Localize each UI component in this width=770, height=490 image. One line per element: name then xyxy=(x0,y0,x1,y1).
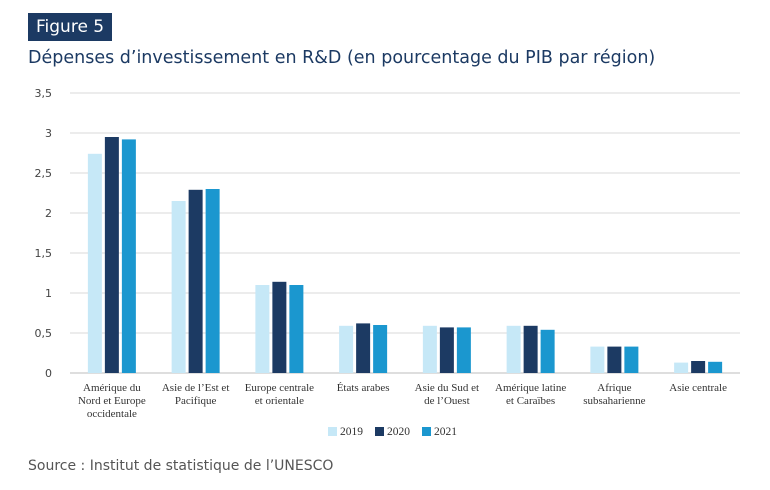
x-category-label-line: États arabes xyxy=(337,382,390,394)
bar xyxy=(506,325,521,373)
bar xyxy=(272,281,287,373)
y-tick-label: 2 xyxy=(45,207,52,220)
legend-swatch xyxy=(328,427,337,436)
bar xyxy=(590,346,605,373)
x-category-label-line: Asie du Sud et xyxy=(415,382,479,394)
x-category-label: Europe centrale et orientale xyxy=(245,382,314,407)
legend-swatch xyxy=(422,427,431,436)
bar xyxy=(339,325,354,373)
bar xyxy=(456,327,471,373)
figure-label: Figure 5 xyxy=(28,13,113,41)
bar xyxy=(624,346,639,373)
bar xyxy=(691,361,706,373)
bar xyxy=(121,139,136,373)
x-category-label: Amérique du Nord et Europe occidentale xyxy=(78,382,146,420)
legend-label: 2021 xyxy=(434,426,457,438)
x-category-label-line: Nord et Europe xyxy=(78,395,146,407)
bar xyxy=(289,285,304,373)
x-category-label-line: Amérique latine xyxy=(495,382,566,394)
bar xyxy=(171,201,186,373)
y-tick-label: 1,5 xyxy=(35,247,53,260)
x-category-label: Asie de l’Est et Pacifique xyxy=(162,382,230,407)
y-tick-label: 3 xyxy=(45,127,52,140)
y-tick-label: 2,5 xyxy=(35,167,53,180)
x-category-label-line: Amérique du xyxy=(83,382,141,394)
bar xyxy=(104,137,119,373)
bar xyxy=(356,323,371,373)
chart-title: Dépenses d’investissement en R&D (en pou… xyxy=(28,48,656,68)
bar xyxy=(607,346,622,373)
legend-label: 2019 xyxy=(340,426,363,438)
bar xyxy=(255,285,270,373)
bar xyxy=(188,189,203,373)
bar-chart: 0 0,5 1 1,5 2 2,5 3 3,5 Amérique du Nord et Europ… xyxy=(35,87,740,438)
bar xyxy=(87,153,102,373)
bar xyxy=(540,329,555,373)
x-category-label-line: de l’Ouest xyxy=(424,395,470,407)
y-tick-label: 1 xyxy=(45,287,52,300)
x-category-label: Amérique latine et Caraïbes xyxy=(495,382,566,407)
y-tick-label: 0,5 xyxy=(35,327,53,340)
x-category-label: États arabes xyxy=(337,382,390,394)
x-category-label-line: Asie de l’Est et xyxy=(162,382,230,394)
x-category-label-line: Pacifique xyxy=(175,395,217,407)
bar xyxy=(523,325,538,373)
legend-label: 2020 xyxy=(387,426,410,438)
x-category-label-line: et orientale xyxy=(255,395,304,407)
x-category-label-line: Afrique xyxy=(597,382,631,394)
bar xyxy=(205,189,220,373)
bar xyxy=(708,361,723,373)
x-category-label: Asie du Sud et de l’Ouest xyxy=(415,382,479,407)
y-tick-label: 0 xyxy=(45,367,52,380)
bar xyxy=(439,327,454,373)
x-category-label-line: et Caraïbes xyxy=(506,395,555,407)
y-tick-label: 3,5 xyxy=(35,87,53,100)
x-category-label-line: Asie centrale xyxy=(669,382,727,394)
legend-swatch xyxy=(375,427,384,436)
bar xyxy=(422,325,437,373)
x-category-label-line: Europe centrale xyxy=(245,382,314,394)
source-note: Source : Institut de statistique de l’UN… xyxy=(28,458,334,474)
bar xyxy=(674,362,689,373)
x-category-label-line: subsaharienne xyxy=(583,395,645,407)
x-category-label-line: occidentale xyxy=(87,408,137,420)
bar xyxy=(373,325,388,373)
x-category-label: Asie centrale xyxy=(669,382,727,394)
x-category-label: Afrique subsaharienne xyxy=(583,382,645,407)
